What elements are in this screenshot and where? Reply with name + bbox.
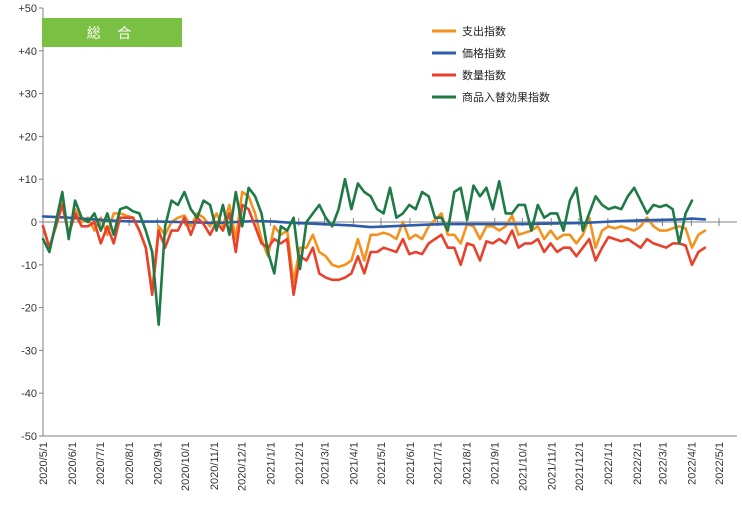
x-tick-label: 2021/4/1 [348, 442, 360, 485]
x-tick-label: 2021/3/1 [319, 442, 331, 485]
x-tick-label: 2021/2/1 [294, 442, 306, 485]
y-tick-label: -40 [21, 388, 37, 400]
legend-item: 支出指数 [432, 24, 506, 38]
series-line-3 [41, 203, 707, 297]
x-tick-label: 2020/6/1 [67, 442, 79, 485]
y-tick-label: -30 [21, 345, 37, 357]
x-tick-label: 2020/12/1 [237, 442, 249, 491]
x-tick-label: 2021/1/1 [265, 442, 277, 485]
y-tick-label: -10 [21, 260, 37, 272]
legend-label: 数量指数 [462, 68, 506, 82]
badge-label: 総 合 [87, 26, 137, 42]
x-tick-label: 2020/7/1 [95, 442, 107, 485]
x-axis-ticks: 2020/5/1 2020/6/1 2020/7/1 2020/8/1 2020/9/1… [38, 218, 726, 491]
x-tick-label: 2020/9/1 [152, 442, 164, 485]
y-tick-label: +50 [18, 3, 37, 15]
x-tick-label: 2022/5/1 [714, 442, 726, 485]
series-line-4 [41, 177, 694, 326]
x-tick-label: 2022/3/1 [657, 442, 669, 485]
y-tick-label: +20 [18, 131, 37, 143]
x-tick-label: 2021/5/1 [376, 442, 388, 485]
legend-item: 商品入替効果指数 [432, 90, 550, 104]
x-tick-label: 2020/8/1 [124, 442, 136, 485]
y-axis-ticks: +50 +40 +30 +20 +10 0 -10 -20 -30 -40 -50 [18, 3, 43, 443]
x-tick-label: 2022/2/1 [632, 442, 644, 485]
x-tick-label: 2020/11/1 [209, 442, 221, 490]
badge-background [42, 18, 182, 47]
x-tick-label: 2020/10/1 [180, 442, 192, 491]
x-tick-label: 2020/5/1 [38, 442, 50, 485]
badge: 総 合 [42, 18, 182, 47]
legend-label: 商品入替効果指数 [462, 90, 550, 104]
y-tick-label: +30 [18, 89, 37, 101]
x-tick-label: 2022/1/1 [603, 442, 615, 485]
x-tick-label: 2021/11/1 [546, 442, 558, 490]
y-tick-label: -50 [21, 431, 37, 443]
x-tick-label: 2021/6/1 [405, 442, 417, 485]
x-tick-label: 2021/12/1 [574, 442, 586, 491]
x-tick-label: 2021/9/1 [490, 442, 502, 485]
legend-label: 支出指数 [462, 24, 506, 38]
legend-item: 数量指数 [432, 68, 506, 82]
series-lines [41, 177, 707, 326]
x-tick-label: 2021/10/1 [517, 442, 529, 491]
y-tick-label: +40 [18, 46, 37, 58]
x-tick-label: 2022/4/1 [686, 442, 698, 485]
x-tick-label: 2021/8/1 [461, 442, 473, 485]
legend-item: 価格指数 [432, 46, 506, 60]
y-tick-label: -20 [21, 303, 37, 315]
series-line-2 [41, 215, 707, 229]
legend-label: 価格指数 [462, 46, 506, 60]
y-tick-label: 0 [31, 217, 37, 229]
x-tick-label: 2021/7/1 [433, 442, 445, 485]
y-tick-label: +10 [18, 174, 37, 186]
